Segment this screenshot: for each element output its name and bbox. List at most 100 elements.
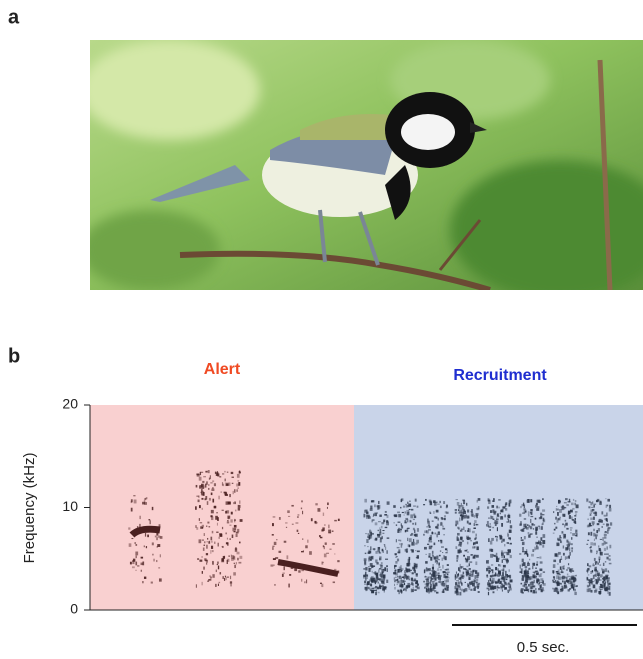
spectrogram-energy [378,578,381,580]
spectrogram-energy [497,587,498,591]
spectrogram-energy [466,566,468,568]
spectrogram-energy [230,581,232,583]
spectrogram-energy [606,518,608,521]
spectrogram-energy [609,563,612,565]
spectrogram-energy [298,570,300,572]
spectrogram-energy [535,518,537,520]
spectrogram-energy [270,564,273,566]
spectrogram-energy [395,579,398,580]
spectrogram-energy [488,570,490,574]
spectrogram-energy [446,576,448,577]
spectrogram-energy [307,540,308,543]
spectrogram-energy [403,580,405,583]
spectrogram-energy [381,562,383,563]
spectrogram-energy [496,519,499,521]
spectrogram-energy [563,553,565,556]
spectrogram-energy [321,562,323,565]
spectrogram-energy [456,571,457,573]
spectrogram-energy [519,553,521,555]
spectrogram-energy [424,587,425,589]
spectrogram-energy [496,506,498,509]
spectrogram-energy [327,502,329,505]
spectrogram-energy [601,526,602,528]
spectrogram-energy [487,566,490,570]
spectrogram-energy [569,547,570,551]
spectrogram-energy [370,546,371,550]
spectrogram-energy [566,540,568,543]
spectrogram-energy [272,523,274,526]
spectrogram-energy [574,592,576,595]
spectrogram-energy [560,537,562,538]
spectrogram-energy [600,584,602,585]
spectrogram-energy [426,530,427,532]
spectrogram-energy [212,480,214,482]
spectrogram-energy [554,523,556,525]
spectrogram-energy [236,483,238,486]
spectrogram-energy [410,584,413,585]
spectrogram-energy [414,589,416,591]
spectrogram-energy [222,527,223,529]
spectrogram-energy [597,571,599,572]
spectrogram-energy [324,554,327,558]
spectrogram-energy [215,516,218,520]
spectrogram-energy [528,584,530,587]
spectrogram-energy [374,587,376,589]
spectrogram-energy [520,565,521,569]
spectrogram-energy [406,586,409,587]
spectrogram-energy [423,534,424,536]
spectrogram-energy [525,524,527,528]
spectrogram-energy [396,539,397,542]
spectrogram-energy [499,570,501,571]
spectrogram-energy [575,575,577,576]
spectrogram-energy [230,519,232,522]
spectrogram-energy [530,509,532,511]
spectrogram-energy [570,576,572,579]
spectrogram-energy [373,516,374,517]
spectrogram-energy [592,521,595,524]
spectrogram-energy [455,521,458,525]
spectrogram-energy [239,500,240,503]
spectrogram-energy [404,583,405,585]
spectrogram-energy [605,542,607,544]
spectrogram-energy [529,559,530,561]
spectrogram-energy [487,521,489,524]
spectrogram-energy [507,542,509,544]
spectrogram-energy [520,529,523,531]
spectrogram-energy [607,577,610,578]
spectrogram-energy [477,572,479,575]
spectrogram-energy [606,524,609,526]
spectrogram-energy [604,582,606,584]
spectrogram-energy [236,562,237,564]
spectrogram-energy [459,517,460,521]
spectrogram-energy [597,499,600,501]
y-ticks: 01020 [62,396,90,617]
spectrogram-energy [503,559,506,560]
spectrogram-energy [563,545,564,548]
spectrogram-energy [457,536,458,538]
spectrogram-energy [432,569,434,570]
spectrogram-energy [533,528,534,529]
spectrogram-energy [525,580,528,582]
spectrogram-energy [383,550,384,553]
spectrogram-energy [397,512,400,514]
spectrogram-energy [604,553,605,554]
spectrogram-energy [134,542,136,543]
spectrogram-energy [200,522,203,523]
spectrogram-energy [273,516,276,517]
spectrogram-energy [366,589,367,591]
spectrogram-energy [208,541,210,543]
spectrogram-energy [575,514,577,515]
spectrogram-energy [222,510,224,511]
spectrogram-energy [564,502,567,503]
spectrogram-energy [222,576,223,579]
spectrogram-energy [502,560,503,563]
spectrogram-energy [415,564,418,568]
spectrogram-energy [490,585,493,589]
spectrogram-energy [458,577,460,579]
spectrogram-energy [434,517,436,519]
spectrogram-energy [437,568,438,571]
spectrogram-energy [398,591,400,594]
spectrogram-energy [365,572,366,575]
spectrogram-energy [457,555,459,557]
spectrogram-energy [599,579,602,581]
